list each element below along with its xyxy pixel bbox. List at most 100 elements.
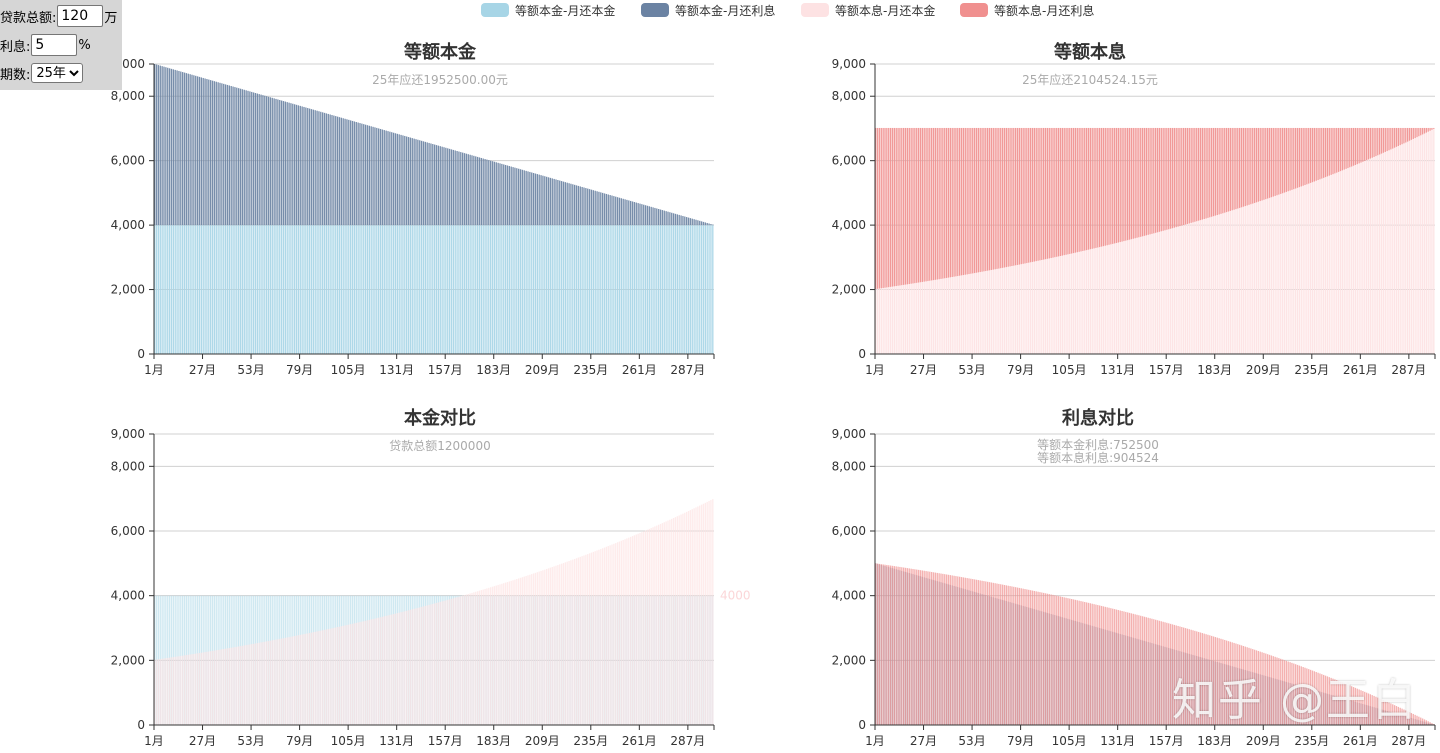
bar xyxy=(891,127,894,287)
bar xyxy=(305,225,307,354)
bar xyxy=(1205,127,1207,219)
bar xyxy=(1192,127,1194,223)
bar xyxy=(301,106,303,226)
bar xyxy=(689,218,692,226)
legend-item[interactable]: 等额本息-月还本金 xyxy=(801,3,935,18)
bar xyxy=(251,91,253,226)
bar xyxy=(480,590,483,725)
bar xyxy=(189,225,191,354)
bar xyxy=(1239,207,1241,354)
bar xyxy=(308,225,311,354)
bar xyxy=(594,551,596,725)
bar xyxy=(553,178,555,226)
bar xyxy=(340,626,343,725)
bar xyxy=(508,166,511,226)
bar xyxy=(1379,127,1381,155)
bar xyxy=(637,203,639,226)
legend-item[interactable]: 等额本金-月还本金 xyxy=(481,3,615,18)
bar xyxy=(613,543,615,725)
bars xyxy=(154,64,714,354)
bar xyxy=(1203,219,1205,354)
bar xyxy=(686,225,688,354)
bar xyxy=(975,579,978,725)
bar xyxy=(163,66,165,226)
bar xyxy=(1300,127,1302,187)
bar xyxy=(193,653,195,725)
bar xyxy=(1192,222,1194,354)
bar xyxy=(1115,609,1118,725)
bar xyxy=(669,519,671,725)
bar xyxy=(531,172,533,226)
bar xyxy=(936,127,938,280)
bar xyxy=(1332,174,1334,354)
bar xyxy=(215,81,217,226)
chart-subtitle: 等额本金利息:752500 xyxy=(1037,437,1159,452)
bar xyxy=(1093,248,1095,354)
bar xyxy=(280,225,283,354)
bar xyxy=(316,110,318,226)
bar xyxy=(917,282,920,354)
bar xyxy=(1407,127,1409,142)
bar xyxy=(1022,127,1024,264)
bar xyxy=(1197,127,1200,221)
bar xyxy=(351,120,354,226)
bar xyxy=(1311,127,1314,183)
series-bars xyxy=(875,127,1435,290)
bar xyxy=(1300,186,1302,354)
bar xyxy=(635,534,637,725)
bar xyxy=(981,127,983,272)
bar xyxy=(1205,634,1207,725)
bar xyxy=(1024,589,1026,725)
bar xyxy=(1095,247,1097,354)
bar xyxy=(422,141,425,226)
bar xyxy=(1201,219,1204,354)
bar xyxy=(1287,191,1289,354)
bar xyxy=(1416,137,1418,354)
y-tick-label: 9,000 xyxy=(832,57,866,71)
bar xyxy=(230,647,232,725)
loan-term-select[interactable]: 25年 xyxy=(31,63,84,83)
bar xyxy=(1427,131,1429,354)
bar xyxy=(1039,260,1041,354)
bar xyxy=(532,173,535,226)
bar xyxy=(555,565,557,725)
bar xyxy=(1184,127,1187,225)
bar xyxy=(482,589,484,725)
bar xyxy=(622,539,624,725)
bar xyxy=(376,225,378,354)
bar xyxy=(1209,635,1211,725)
bar xyxy=(919,127,922,283)
bar xyxy=(1349,127,1351,168)
bar xyxy=(1149,234,1151,354)
bar xyxy=(1364,691,1366,725)
loan-amount-input[interactable] xyxy=(57,5,104,27)
bar xyxy=(901,127,903,286)
bar xyxy=(1281,193,1284,354)
bar xyxy=(882,127,884,288)
loan-amount-label: 贷款总额: xyxy=(0,10,57,26)
bar xyxy=(564,562,567,725)
bar xyxy=(542,175,544,226)
bar xyxy=(525,575,527,725)
bar xyxy=(570,225,572,354)
bar xyxy=(876,563,879,725)
bar xyxy=(1414,138,1416,354)
legend-item[interactable]: 等额本息-月还利息 xyxy=(960,3,1094,18)
bar xyxy=(1336,680,1338,725)
bar xyxy=(960,275,963,354)
bar xyxy=(221,649,223,725)
bar xyxy=(1220,127,1222,214)
legend-item[interactable]: 等额本金-月还利息 xyxy=(641,3,775,18)
bar xyxy=(929,571,931,725)
bar xyxy=(333,225,335,354)
bar xyxy=(482,225,484,354)
bar xyxy=(154,225,156,354)
bar xyxy=(303,225,305,354)
bar xyxy=(1160,231,1162,354)
bar xyxy=(1037,260,1039,354)
bar xyxy=(1289,190,1291,354)
interest-rate-input[interactable] xyxy=(31,34,78,56)
bar xyxy=(292,103,294,226)
bar xyxy=(1364,160,1366,354)
bar xyxy=(960,127,963,276)
